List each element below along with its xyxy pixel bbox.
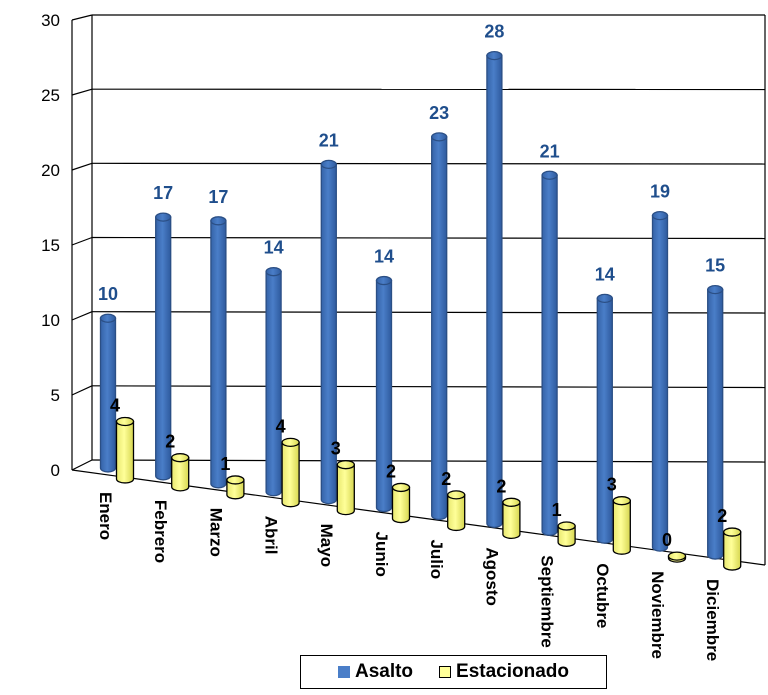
x-tick-label: Abril	[262, 516, 281, 555]
y-tick-label: 25	[41, 86, 60, 105]
data-label-estacionado: 2	[441, 469, 451, 489]
data-label-asalto: 28	[484, 22, 504, 42]
bar-asalto	[431, 132, 448, 521]
x-tick-label: Febrero	[151, 500, 170, 563]
bar-asalto	[486, 50, 503, 528]
data-label-estacionado: 2	[386, 461, 396, 481]
side-gridline	[71, 14, 93, 21]
data-label-estacionado: 1	[220, 454, 230, 474]
bar-asalto	[99, 313, 117, 473]
data-labels: 10 4 17 2 17 1 14 4 21 3 14 2 23 2 28 2 21 1 14 3 19 0 15 2	[98, 22, 727, 551]
bar-asalto	[596, 293, 613, 544]
legend-swatch-estacionado	[439, 666, 452, 678]
legend-item-asalto: Asalto	[337, 661, 414, 683]
bar-asalto	[651, 210, 669, 552]
bar-asalto	[707, 284, 724, 560]
bar-estacionado	[226, 475, 245, 500]
y-tick-label: 15	[41, 236, 60, 255]
bar-estacionado	[723, 527, 742, 571]
chart-bars	[99, 50, 742, 571]
side-gridline	[71, 385, 93, 396]
bar-asalto	[265, 267, 282, 497]
data-label-estacionado: 4	[110, 395, 120, 415]
data-label-estacionado: 4	[276, 416, 286, 436]
x-axis-labels: Enero Febrero Marzo Abril Mayo Junio Julio Agos…	[96, 492, 722, 661]
data-label-estacionado: 3	[331, 439, 341, 459]
x-tick-label: Junio	[372, 532, 391, 577]
data-label-estacionado: 0	[662, 530, 672, 550]
data-label-estacionado: 3	[607, 475, 617, 495]
data-label-asalto: 14	[595, 264, 615, 284]
bar-estacionado	[391, 482, 411, 524]
data-label-asalto: 14	[264, 238, 284, 258]
bar-estacionado	[171, 453, 190, 492]
x-tick-label: Septiembre	[538, 555, 557, 648]
data-label-estacionado: 1	[552, 500, 562, 520]
x-tick-label: Marzo	[206, 508, 225, 557]
bar-estacionado	[502, 497, 521, 539]
bar-asalto	[541, 170, 558, 536]
data-label-estacionado: 2	[496, 476, 506, 496]
x-tick-label: Octubre	[593, 563, 612, 628]
bar-estacionado	[667, 551, 687, 563]
data-label-asalto: 15	[705, 256, 725, 276]
data-label-asalto: 10	[98, 284, 118, 304]
x-tick-label: Diciembre	[703, 579, 722, 661]
legend-label-asalto: Asalto	[354, 661, 414, 682]
x-tick-label: Julio	[427, 539, 446, 579]
legend-label-estacionado: Estacionado	[456, 661, 570, 682]
bar-estacionado	[115, 416, 135, 484]
side-gridline	[71, 88, 93, 96]
data-label-asalto: 19	[650, 182, 670, 202]
data-label-estacionado: 2	[165, 432, 175, 452]
x-tick-label: Enero	[96, 492, 115, 540]
bar-estacionado	[557, 521, 576, 547]
bar-asalto	[375, 275, 393, 513]
bar-estacionado	[281, 437, 300, 508]
gridline	[91, 162, 766, 165]
y-axis-labels: 0 5 10 15 20 25 30	[41, 11, 60, 480]
y-tick-label: 30	[41, 11, 60, 30]
y-tick-label: 10	[41, 311, 60, 330]
data-label-estacionado: 2	[717, 506, 727, 526]
y-tick-label: 0	[51, 461, 60, 480]
bar-asalto	[210, 216, 227, 489]
data-label-asalto: 17	[153, 183, 173, 203]
side-gridline	[71, 236, 93, 246]
legend-item-estacionado: Estacionado	[439, 661, 569, 683]
x-tick-label: Noviembre	[648, 571, 667, 659]
bar-estacionado	[447, 490, 466, 532]
bar-estacionado	[336, 460, 355, 516]
legend: Asalto Estacionado	[300, 655, 607, 689]
chart-grid	[71, 14, 766, 566]
data-label-asalto: 21	[540, 141, 560, 161]
data-label-asalto: 23	[429, 103, 449, 123]
y-tick-label: 5	[51, 386, 60, 405]
side-gridline	[71, 311, 93, 321]
x-tick-label: Agosto	[482, 547, 501, 606]
bar-asalto	[320, 159, 337, 505]
side-gridline	[71, 162, 93, 171]
bar-estacionado	[612, 496, 631, 555]
data-label-asalto: 17	[208, 187, 228, 207]
x-tick-label: Mayo	[317, 524, 336, 567]
legend-swatch-asalto	[337, 666, 350, 678]
data-label-asalto: 14	[374, 247, 394, 267]
y-tick-label: 20	[41, 161, 60, 180]
data-label-asalto: 21	[319, 130, 339, 150]
side-gridline	[71, 459, 93, 471]
bar-asalto	[155, 212, 172, 481]
